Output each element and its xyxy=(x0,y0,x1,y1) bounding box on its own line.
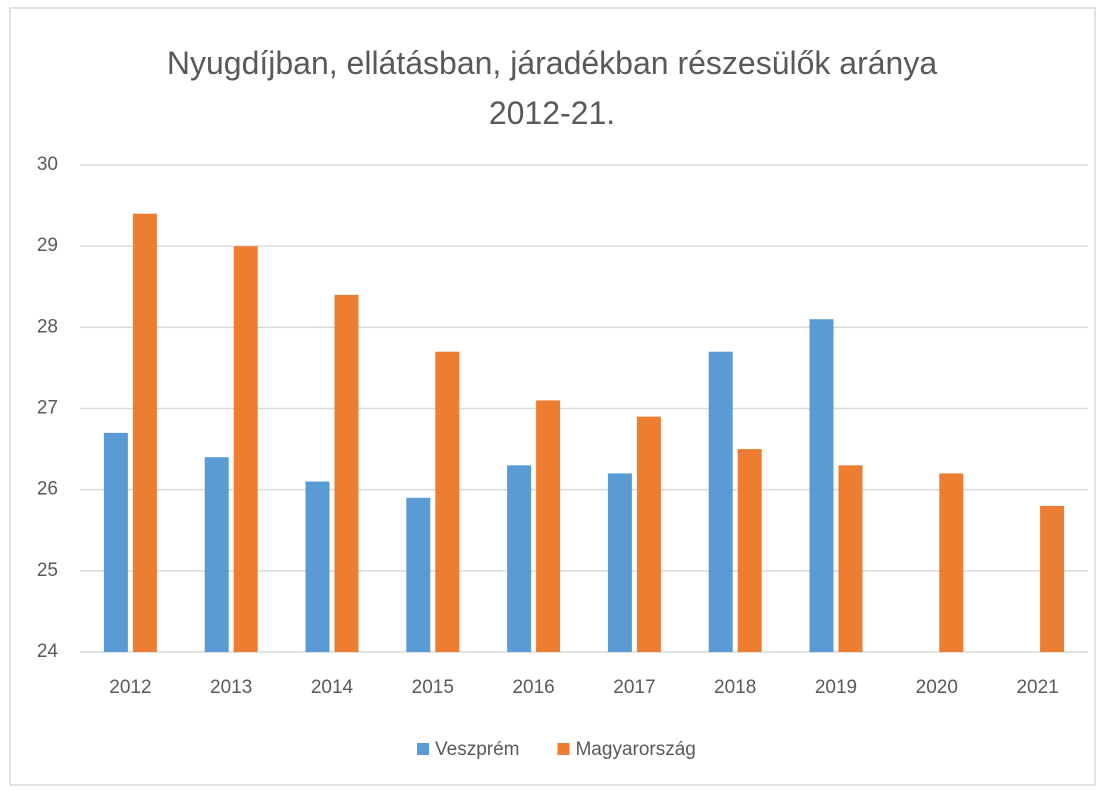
bar xyxy=(809,319,834,652)
bar xyxy=(1040,505,1065,652)
bar xyxy=(435,351,460,652)
y-tick-label: 27 xyxy=(37,398,58,419)
bar xyxy=(305,481,330,652)
legend-swatch xyxy=(417,743,429,755)
x-tick-label: 2020 xyxy=(916,677,958,698)
x-tick-label: 2019 xyxy=(815,677,857,698)
legend-label: Magyarország xyxy=(575,739,695,760)
bar xyxy=(536,400,561,652)
y-tick-label: 30 xyxy=(37,154,58,175)
x-tick-label: 2015 xyxy=(412,677,454,698)
y-tick-label: 26 xyxy=(37,479,58,500)
bar xyxy=(406,497,431,652)
y-tick-label: 29 xyxy=(37,235,58,256)
bar xyxy=(737,449,762,652)
bar xyxy=(204,457,229,652)
x-tick-label: 2014 xyxy=(311,677,354,698)
y-tick-label: 25 xyxy=(37,560,58,581)
bar xyxy=(334,294,359,652)
bar xyxy=(708,351,733,652)
chart-frame xyxy=(9,7,1096,786)
bar xyxy=(132,213,157,652)
y-tick-label: 28 xyxy=(37,316,58,337)
bar xyxy=(103,432,128,652)
legend-label: Veszprém xyxy=(435,739,519,760)
bar xyxy=(607,473,632,652)
legend-swatch xyxy=(557,743,570,755)
x-tick-label: 2016 xyxy=(512,677,554,698)
x-tick-label: 2018 xyxy=(714,677,756,698)
x-tick-label: 2017 xyxy=(613,677,655,698)
bar xyxy=(233,246,258,652)
bar xyxy=(636,416,661,652)
bar xyxy=(939,473,964,652)
x-tick-label: 2021 xyxy=(1016,677,1058,698)
bar xyxy=(838,465,863,652)
bar xyxy=(507,465,532,652)
y-tick-label: 24 xyxy=(37,641,59,662)
chart-title: Nyugdíjban, ellátásban, járadékban része… xyxy=(166,45,938,131)
x-tick-label: 2012 xyxy=(109,677,151,698)
x-tick-label: 2013 xyxy=(210,677,252,698)
